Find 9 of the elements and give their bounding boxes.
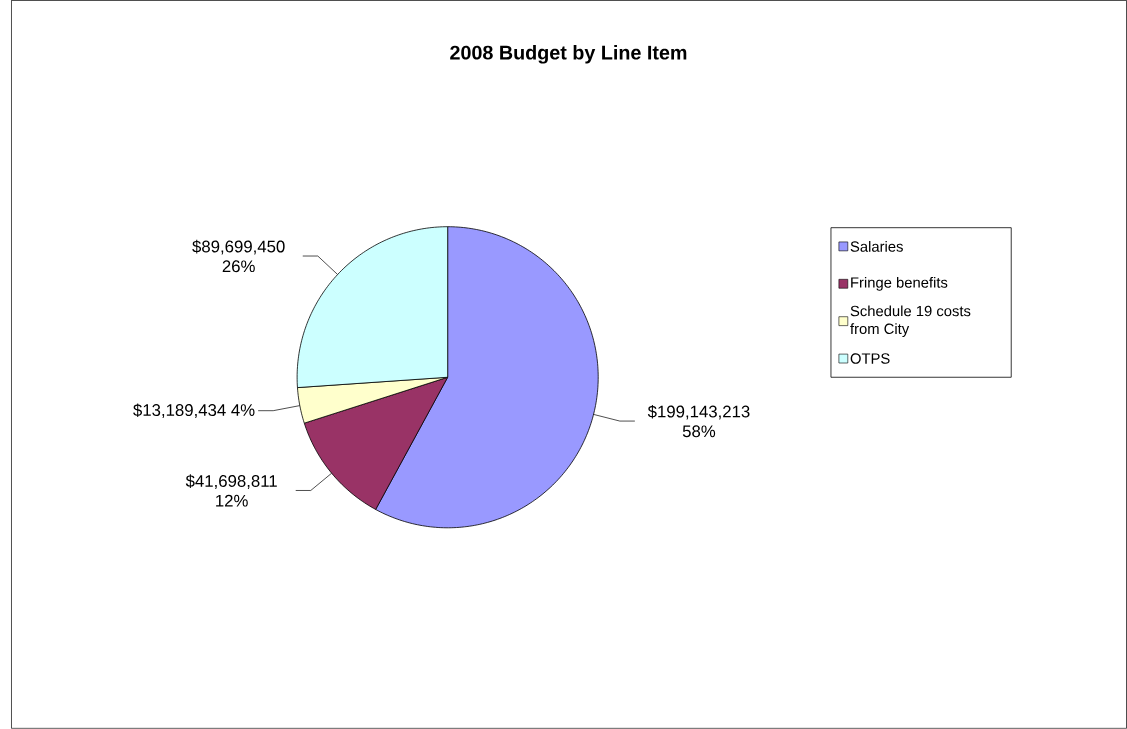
legend-label: Schedule 19 costs from City <box>850 305 971 338</box>
chart-title: 2008 Budget by Line Item <box>450 45 687 64</box>
legend-label: Fringe benefits <box>851 276 948 291</box>
data-label: $199,143,213 58% <box>647 405 750 438</box>
data-label: $41,698,811 12% <box>185 474 277 507</box>
legend-label: Salaries <box>850 241 903 252</box>
data-label: $13,189,434 4% <box>133 403 255 419</box>
legend-label: OTPS <box>850 353 890 364</box>
data-label: $89,699,450 26% <box>192 239 285 273</box>
